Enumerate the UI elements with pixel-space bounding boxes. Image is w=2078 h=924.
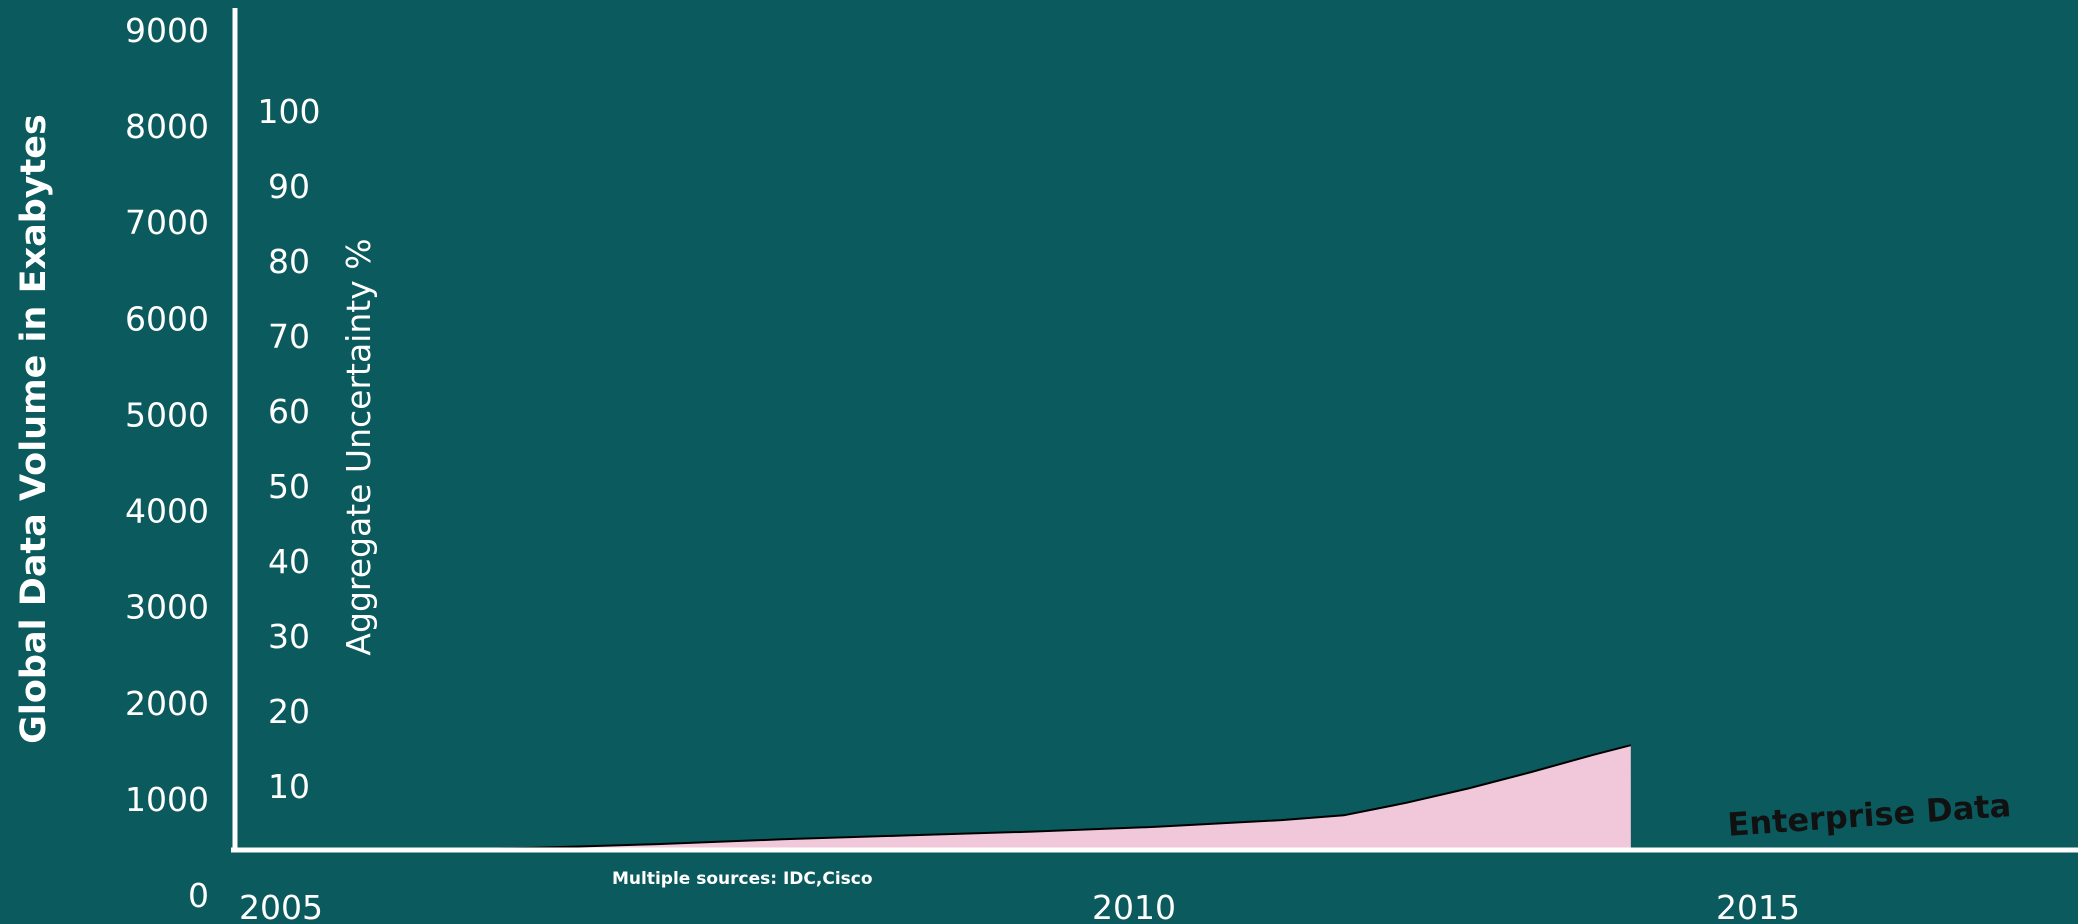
series-label-enterprise-data: Enterprise Data [1726, 786, 2012, 844]
y-tick-label: 6000 [125, 299, 209, 338]
y-tick-label: 9000 [125, 11, 209, 50]
y2-tick-label: 70 [268, 317, 310, 356]
enterprise-data-area [307, 745, 1631, 850]
y2-tick-label: 60 [268, 392, 310, 431]
y2-tick-label: 50 [268, 467, 310, 506]
x-tick-label: 2015 [1716, 888, 1800, 924]
x-tick-label: 2010 [1092, 888, 1176, 924]
y-tick-label: 3000 [125, 588, 209, 627]
y2-tick-label: 80 [268, 242, 310, 281]
y2-tick-label: 90 [268, 167, 310, 206]
enterprise-data-line [308, 744, 1632, 851]
y2-tick-label: 20 [268, 692, 310, 731]
y-tick-label: 1000 [125, 780, 209, 819]
y-tick-label: 5000 [125, 395, 209, 434]
y-tick-label: 4000 [125, 492, 209, 531]
y-tick-label: 8000 [125, 107, 209, 146]
y2-tick-label: 10 [268, 767, 310, 806]
y2-tick-label: 30 [268, 617, 310, 656]
x-tick-label: 2005 [239, 888, 323, 924]
y2-tick-label: 40 [268, 542, 310, 581]
y-tick-label: 7000 [125, 203, 209, 242]
y2-tick-label: 100 [258, 92, 321, 131]
y-axis-title: Global Data Volume in Exabytes [14, 114, 54, 744]
y-tick-label: 0 [188, 876, 209, 915]
y2-axis-title: Aggregate Uncertainty % [339, 238, 378, 655]
source-annotation: Multiple sources: IDC,Cisco [612, 869, 873, 889]
y-tick-label: 2000 [125, 684, 209, 723]
